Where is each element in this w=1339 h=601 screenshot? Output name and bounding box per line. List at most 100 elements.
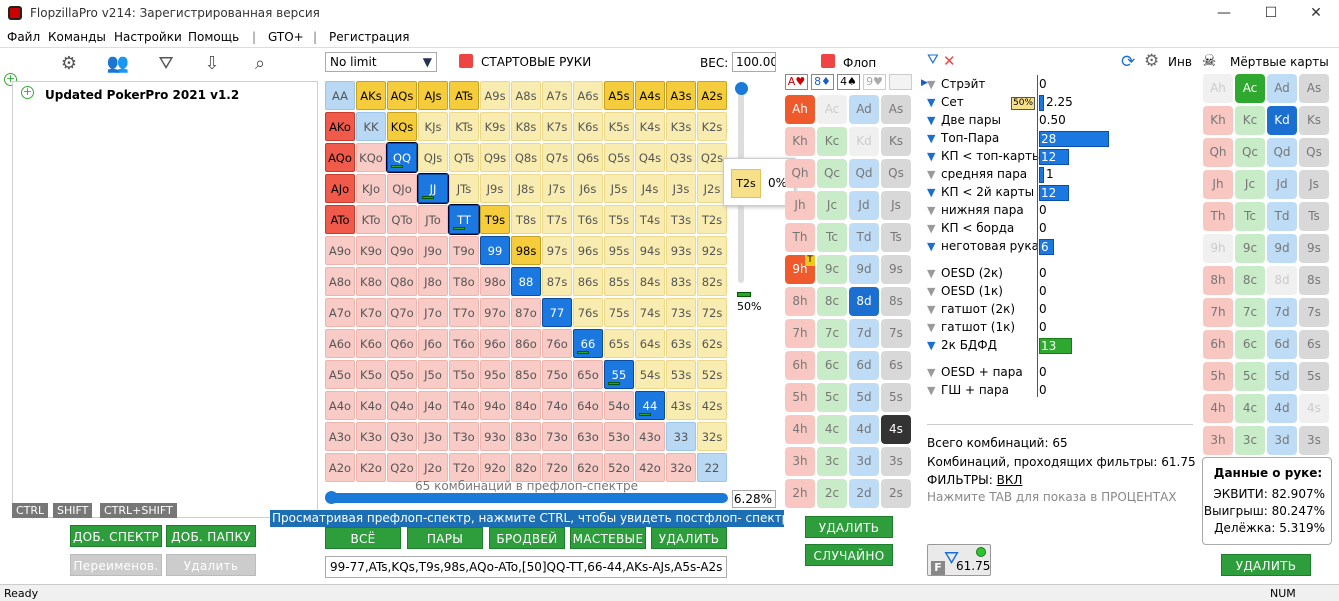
flop-card-5s[interactable]: 5s [881, 383, 911, 412]
flop-card-9s[interactable]: 9s [881, 255, 911, 284]
expand-icon[interactable]: + [21, 85, 34, 99]
funnel-icon[interactable]: ▼ [927, 150, 936, 163]
flop-card-4c[interactable]: 4c [817, 415, 847, 444]
hand-cell-J7s[interactable]: J7s [542, 174, 572, 203]
hand-cell-42o[interactable]: 42o [635, 453, 665, 482]
funnel-icon[interactable]: ▼ [927, 222, 936, 235]
hand-cell-53o[interactable]: 53o [604, 422, 634, 451]
hand-cell-A4o[interactable]: A4o [325, 391, 355, 420]
flop-card-Ts[interactable]: Ts [881, 223, 911, 252]
flop-card-2h[interactable]: 2h [785, 479, 815, 508]
dead-card-5d[interactable]: 5d [1267, 362, 1297, 391]
hand-cell-72s[interactable]: 72s [697, 298, 727, 327]
hand-cell-88[interactable]: 88 [511, 267, 541, 296]
hand-cell-43o[interactable]: 43o [635, 422, 665, 451]
pairs-button[interactable]: ПАРЫ [407, 527, 483, 549]
filter-icon[interactable]: ⛛ [927, 52, 939, 68]
dead-card-8h[interactable]: 8h [1203, 266, 1233, 295]
hand-cell-T5o[interactable]: T5o [449, 360, 479, 389]
add-folder-button[interactable]: ДОБ. ПАПКУ [166, 525, 256, 547]
hand-cell-Q8s[interactable]: Q8s [511, 143, 541, 172]
funnel-icon[interactable]: ▼ [927, 267, 936, 280]
flop-card-4h[interactable]: 4h [785, 415, 815, 444]
hand-cell-63s[interactable]: 63s [666, 329, 696, 358]
hand-cell-73s[interactable]: 73s [666, 298, 696, 327]
hand-cell-K4s[interactable]: K4s [635, 112, 665, 141]
board-card-1[interactable]: A♥ [785, 74, 808, 90]
flop-card-6h[interactable]: 6h [785, 351, 815, 380]
flop-card-2d[interactable]: 2d [849, 479, 879, 508]
hand-cell-QJs[interactable]: QJs [418, 143, 448, 172]
hand-cell-Q2o[interactable]: Q2o [387, 453, 417, 482]
dead-card-Th[interactable]: Th [1203, 202, 1233, 231]
dead-card-3d[interactable]: 3d [1267, 426, 1297, 455]
funnel-icon[interactable]: ▼ [927, 303, 936, 316]
hand-cell-AA[interactable]: AA [325, 81, 355, 110]
hand-cell-K9s[interactable]: K9s [480, 112, 510, 141]
hand-cell-K2s[interactable]: K2s [697, 112, 727, 141]
hand-cell-A2s[interactable]: A2s [697, 81, 727, 110]
hand-cell-T8o[interactable]: T8o [449, 267, 479, 296]
hand-cell-85o[interactable]: 85o [511, 360, 541, 389]
dead-card-Ts[interactable]: Ts [1299, 202, 1329, 231]
funnel-icon[interactable]: ▼ [927, 96, 936, 109]
hand-cell-J6s[interactable]: J6s [573, 174, 603, 203]
hand-cell-93s[interactable]: 93s [666, 236, 696, 265]
hand-cell-QJo[interactable]: QJo [387, 174, 417, 203]
dead-card-Jh[interactable]: Jh [1203, 170, 1233, 199]
hand-cell-A2o[interactable]: A2o [325, 453, 355, 482]
dead-card-4c[interactable]: 4c [1235, 394, 1265, 423]
hand-cell-J3o[interactable]: J3o [418, 422, 448, 451]
flop-card-5d[interactable]: 5d [849, 383, 879, 412]
hand-cell-Q5o[interactable]: Q5o [387, 360, 417, 389]
dead-card-7d[interactable]: 7d [1267, 298, 1297, 327]
hand-cell-AJo[interactable]: AJo [325, 174, 355, 203]
hand-cell-K8o[interactable]: K8o [356, 267, 386, 296]
gear-icon[interactable]: ⚙ [1144, 51, 1160, 71]
hand-cell-52o[interactable]: 52o [604, 453, 634, 482]
hand-cell-AKs[interactable]: AKs [356, 81, 386, 110]
hand-cell-83o[interactable]: 83o [511, 422, 541, 451]
hand-cell-Q3s[interactable]: Q3s [666, 143, 696, 172]
flop-card-8h[interactable]: 8h [785, 287, 815, 316]
flop-card-8s[interactable]: 8s [881, 287, 911, 316]
hand-cell-K5s[interactable]: K5s [604, 112, 634, 141]
flop-card-Ad[interactable]: Ad [849, 95, 879, 124]
board-card-3[interactable]: 4♠ [837, 74, 860, 90]
flop-card-6c[interactable]: 6c [817, 351, 847, 380]
hand-cell-94s[interactable]: 94s [635, 236, 665, 265]
hand-cell-53s[interactable]: 53s [666, 360, 696, 389]
flop-card-9d[interactable]: 9d [849, 255, 879, 284]
hand-cell-J9o[interactable]: J9o [418, 236, 448, 265]
dead-card-8c[interactable]: 8c [1235, 266, 1265, 295]
dead-card-5c[interactable]: 5c [1235, 362, 1265, 391]
hand-cell-K9o[interactable]: K9o [356, 236, 386, 265]
dead-card-Kh[interactable]: Kh [1203, 106, 1233, 135]
hand-cell-T3s[interactable]: T3s [666, 205, 696, 234]
hand-cell-75s[interactable]: 75s [604, 298, 634, 327]
flop-card-2s[interactable]: 2s [881, 479, 911, 508]
dead-card-Kc[interactable]: Kc [1235, 106, 1265, 135]
hand-cell-KK[interactable]: KK [356, 112, 386, 141]
hand-cell-J5s[interactable]: J5s [604, 174, 634, 203]
hand-cell-JTo[interactable]: JTo [418, 205, 448, 234]
menu-help[interactable]: Помощь [188, 30, 240, 44]
hand-cell-A9o[interactable]: A9o [325, 236, 355, 265]
flop-card-Jc[interactable]: Jc [817, 191, 847, 220]
flop-random-button[interactable]: СЛУЧАЙНО [805, 544, 893, 566]
flop-delete-button[interactable]: УДАЛИТЬ [805, 516, 893, 538]
dead-card-Qs[interactable]: Qs [1299, 138, 1329, 167]
hand-cell-75o[interactable]: 75o [542, 360, 572, 389]
hand-cell-A3o[interactable]: A3o [325, 422, 355, 451]
hand-cell-82o[interactable]: 82o [511, 453, 541, 482]
dead-card-Ks[interactable]: Ks [1299, 106, 1329, 135]
funnel-icon[interactable]: ▼ [927, 366, 936, 379]
dead-card-Kd[interactable]: Kd [1267, 106, 1297, 135]
hand-cell-K6s[interactable]: K6s [573, 112, 603, 141]
tree-root-item[interactable]: Updated PokerPro 2021 v1.2 [45, 88, 240, 102]
hand-cell-AQs[interactable]: AQs [387, 81, 417, 110]
players-icon[interactable]: 👥 [106, 53, 130, 74]
hand-cell-JTs[interactable]: JTs [449, 174, 479, 203]
dead-card-Qd[interactable]: Qd [1267, 138, 1297, 167]
menu-settings[interactable]: Настройки [114, 30, 182, 44]
